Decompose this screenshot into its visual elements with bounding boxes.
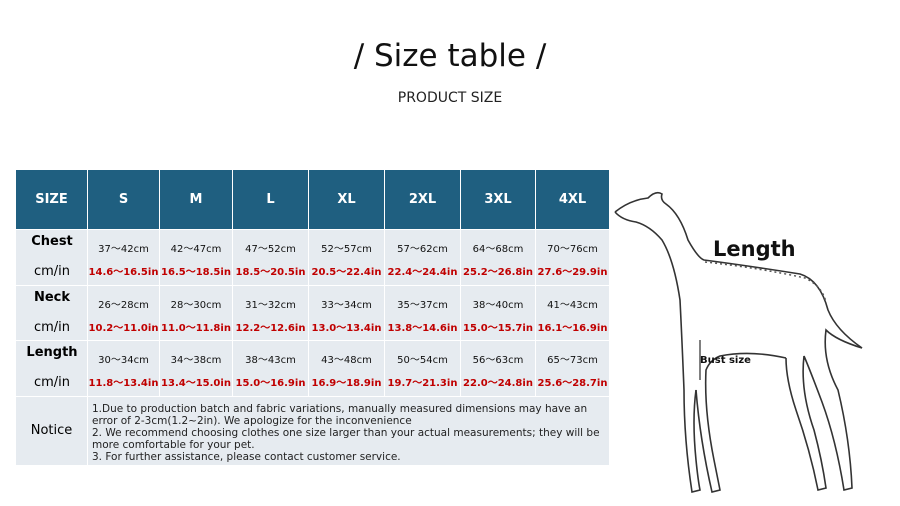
size-cell: 52～57cm 20.5～22.4in bbox=[309, 230, 385, 286]
cm-value: 38～43cm bbox=[245, 355, 296, 366]
notice-text-cell: 1.Due to production batch and fabric var… bbox=[88, 396, 610, 466]
cm-value: 43～48cm bbox=[321, 355, 372, 366]
cm-value: 52～57cm bbox=[321, 244, 372, 255]
row-label: Length bbox=[26, 345, 78, 360]
column-header: XL bbox=[309, 170, 385, 230]
size-cell: 56～63cm 22.0～24.8in bbox=[461, 341, 536, 397]
bust-label: Bust size bbox=[700, 355, 751, 366]
row-label: Chest bbox=[31, 234, 73, 249]
size-cell: 37～42cm 14.6～16.5in bbox=[88, 230, 160, 286]
column-header: 4XL bbox=[536, 170, 610, 230]
dog-outline bbox=[614, 191, 863, 493]
in-value: 16.5～18.5in bbox=[161, 267, 231, 278]
in-value: 12.2～12.6in bbox=[235, 322, 306, 334]
in-value: 14.6～16.5in bbox=[88, 267, 159, 278]
cm-value: 38～40cm bbox=[472, 299, 524, 311]
in-value: 22.0～24.8in bbox=[463, 378, 533, 389]
size-table: SIZE S M L XL 2XL 3XL 4XL Chest cm/in 37～42cm 14.6～… bbox=[16, 170, 610, 466]
column-header: L bbox=[233, 170, 309, 230]
in-value: 16.9～18.9in bbox=[311, 378, 382, 389]
dog-diagram: Length Bust size bbox=[614, 191, 863, 493]
column-header: S bbox=[88, 170, 160, 230]
cm-value: 28～30cm bbox=[170, 299, 222, 311]
size-cell: 26～28cm 10.2～11.0in bbox=[88, 285, 160, 341]
in-value: 11.8～13.4in bbox=[88, 378, 159, 389]
in-value: 10.2～11.0in bbox=[88, 322, 159, 334]
in-value: 15.0～16.9in bbox=[235, 378, 306, 389]
cm-value: 35～37cm bbox=[397, 299, 448, 311]
cm-value: 47～52cm bbox=[245, 244, 296, 255]
size-cell: 70～76cm 27.6～29.9in bbox=[536, 230, 610, 286]
size-cell: 47～52cm 18.5～20.5in bbox=[233, 230, 309, 286]
subtitle: PRODUCT SIZE bbox=[397, 90, 503, 106]
column-header: M bbox=[160, 170, 233, 230]
cm-value: 30～34cm bbox=[98, 355, 149, 366]
cm-value: 31～32cm bbox=[245, 299, 296, 311]
size-cell: 57～62cm 22.4～24.4in bbox=[385, 230, 461, 286]
size-cell: 65～73cm 25.6～28.7in bbox=[536, 341, 610, 397]
in-value: 20.5～22.4in bbox=[311, 267, 382, 278]
cm-value: 65～73cm bbox=[547, 355, 598, 366]
cm-value: 37～42cm bbox=[98, 244, 149, 255]
in-value: 22.4～24.4in bbox=[387, 267, 458, 278]
in-value: 11.0～11.8in bbox=[161, 322, 231, 334]
size-cell: 35～37cm 13.8～14.6in bbox=[385, 285, 461, 341]
in-value: 15.0～15.7in bbox=[463, 322, 533, 334]
size-cell: 34～38cm 13.4～15.0in bbox=[160, 341, 233, 397]
row-label-cell: Length cm/in bbox=[16, 341, 88, 397]
size-cell: 41～43cm 16.1～16.9in bbox=[536, 285, 610, 341]
size-cell: 64～68cm 25.2～26.8in bbox=[461, 230, 536, 286]
column-header: 2XL bbox=[385, 170, 461, 230]
notice-label: Notice bbox=[30, 423, 73, 439]
row-label-cell: Chest cm/in bbox=[16, 230, 88, 286]
size-cell: 38～43cm 15.0～16.9in bbox=[233, 341, 309, 397]
in-value: 19.7～21.3in bbox=[387, 378, 458, 389]
in-value: 25.6～28.7in bbox=[537, 378, 608, 389]
size-cell: 38～40cm 15.0～15.7in bbox=[461, 285, 536, 341]
cm-value: 42～47cm bbox=[170, 244, 222, 255]
notice-line: 3. For further assistance, please contac… bbox=[92, 450, 401, 463]
cm-value: 33～34cm bbox=[321, 299, 372, 311]
size-cell: 31～32cm 12.2～12.6in bbox=[233, 285, 309, 341]
cm-value: 70～76cm bbox=[547, 244, 598, 255]
column-header: 3XL bbox=[461, 170, 536, 230]
cm-value: 57～62cm bbox=[397, 244, 448, 255]
size-cell: 30～34cm 11.8～13.4in bbox=[88, 341, 160, 397]
notice-line: 1.Due to production batch and fabric var… bbox=[92, 402, 588, 427]
cm-value: 26～28cm bbox=[98, 299, 149, 311]
length-guide bbox=[704, 261, 827, 303]
in-value: 27.6～29.9in bbox=[537, 267, 608, 278]
in-value: 13.0～13.4in bbox=[311, 322, 382, 334]
notice-label-cell: Notice bbox=[16, 396, 88, 466]
cm-value: 64～68cm bbox=[472, 244, 524, 255]
length-label: Length bbox=[713, 237, 796, 261]
size-cell: 43～48cm 16.9～18.9in bbox=[309, 341, 385, 397]
cm-value: 34～38cm bbox=[170, 355, 222, 366]
column-header: SIZE bbox=[16, 170, 88, 230]
row-label: Neck bbox=[33, 289, 71, 305]
size-cell: 28～30cm 11.0～11.8in bbox=[160, 285, 233, 341]
in-value: 13.8～14.6in bbox=[387, 322, 458, 334]
row-label-cell: Neck cm/in bbox=[16, 285, 88, 341]
in-value: 18.5～20.5in bbox=[235, 267, 306, 278]
cm-value: 56～63cm bbox=[472, 355, 524, 366]
in-value: 16.1～16.9in bbox=[537, 322, 608, 334]
in-value: 25.2～26.8in bbox=[463, 267, 533, 278]
cm-value: 41～43cm bbox=[547, 299, 598, 311]
in-value: 13.4～15.0in bbox=[161, 378, 231, 389]
size-cell: 33～34cm 13.0～13.4in bbox=[309, 285, 385, 341]
cm-value: 50～54cm bbox=[397, 355, 448, 366]
row-unit: cm/in bbox=[33, 319, 71, 335]
title: / Size table / bbox=[353, 38, 547, 74]
size-cell: 42～47cm 16.5～18.5in bbox=[160, 230, 233, 286]
row-unit: cm/in bbox=[33, 375, 71, 390]
row-unit: cm/in bbox=[33, 264, 71, 279]
notice-line: 2. We recommend choosing clothes one siz… bbox=[92, 426, 600, 451]
size-cell: 50～54cm 19.7～21.3in bbox=[385, 341, 461, 397]
